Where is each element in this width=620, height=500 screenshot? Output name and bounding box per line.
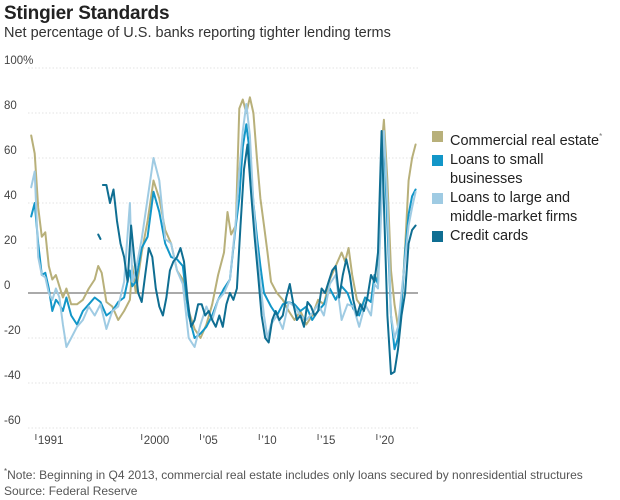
chart-title: Stingier Standards — [4, 3, 170, 24]
x-tick-label: ’05 — [202, 435, 217, 447]
legend-swatch — [432, 230, 443, 242]
chart-subtitle: Net percentage of U.S. banks reporting t… — [4, 25, 391, 41]
legend: Commercial real estate* Loans to small bu… — [431, 127, 616, 246]
y-tick-label: -60 — [4, 415, 21, 427]
chart-note: *Note: Beginning in Q4 2013, commercial … — [4, 467, 583, 482]
x-tick-label: ’10 — [261, 435, 276, 447]
legend-swatch — [432, 192, 443, 204]
x-tick-label: ’20 — [379, 435, 394, 447]
series-line-3 — [30, 103, 417, 348]
y-tick-label: 80 — [4, 100, 17, 112]
legend-swatch — [432, 131, 443, 142]
legend-item: Commercial real estate* — [431, 127, 616, 151]
legend-label: Credit cards — [450, 227, 529, 244]
legend-item: Loans to small businesses — [431, 151, 616, 189]
series-lines — [30, 96, 417, 375]
series-line-4 — [97, 233, 102, 240]
legend-label: Loans to small businesses — [450, 151, 544, 187]
y-tick-label: 40 — [4, 190, 17, 202]
x-tick-label: 2000 — [144, 435, 170, 447]
chart-source: Source: Federal Reserve — [4, 484, 138, 498]
legend-swatch — [432, 154, 443, 166]
y-tick-label: 20 — [4, 235, 17, 247]
note-text: Note: Beginning in Q4 2013, commercial r… — [7, 468, 583, 482]
legend-label: Loans to large and middle-market firms — [450, 189, 578, 225]
y-tick-label: 60 — [4, 145, 17, 157]
y-axis-ticks: 100% 80 60 40 20 0 -20 -40 -60 — [4, 55, 33, 427]
series-line-4 — [101, 130, 417, 375]
series-line-1 — [30, 96, 417, 339]
legend-note-marker: * — [599, 132, 603, 141]
grid-lines — [28, 67, 418, 429]
y-tick-label: 0 — [4, 280, 10, 292]
x-axis-ticks: 1991 2000 ’05 ’10 ’15 ’20 — [35, 434, 394, 447]
y-tick-label: -20 — [4, 325, 21, 337]
legend-item: Credit cards — [431, 227, 616, 246]
note-marker: * — [4, 467, 8, 476]
x-tick-label: ’15 — [320, 435, 335, 447]
y-tick-label: -40 — [4, 370, 21, 382]
x-tick-label: 1991 — [38, 435, 64, 447]
legend-item: Loans to large and middle-market firms — [431, 189, 616, 227]
legend-label: Commercial real estate — [450, 132, 600, 149]
y-tick-label: 100% — [4, 55, 33, 67]
